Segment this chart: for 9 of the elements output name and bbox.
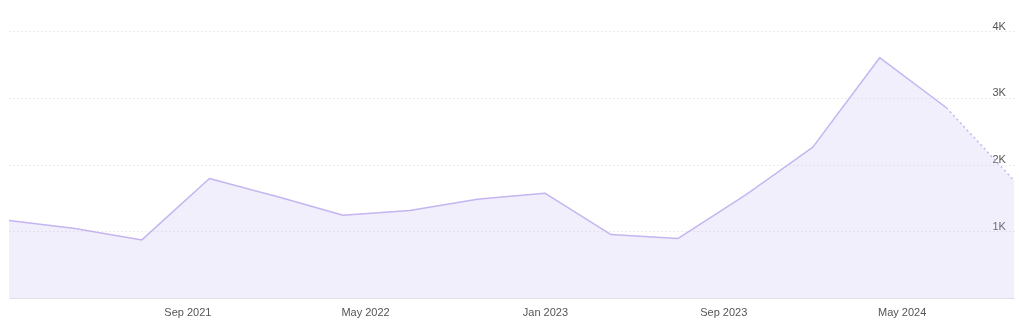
x-tick-label: May 2024	[878, 305, 927, 318]
y-tick-label: 2K	[992, 153, 1007, 165]
x-tick-label: Jan 2023	[522, 305, 569, 318]
y-tick-label: 1K	[992, 219, 1007, 232]
x-tick-label: Sep 2021	[164, 305, 212, 318]
x-tick-label: Sep 2023	[700, 305, 748, 318]
y-tick-label: 3K	[992, 86, 1007, 99]
x-tick-label: May 2022	[341, 305, 390, 318]
y-tick-label: 4K	[992, 19, 1007, 32]
